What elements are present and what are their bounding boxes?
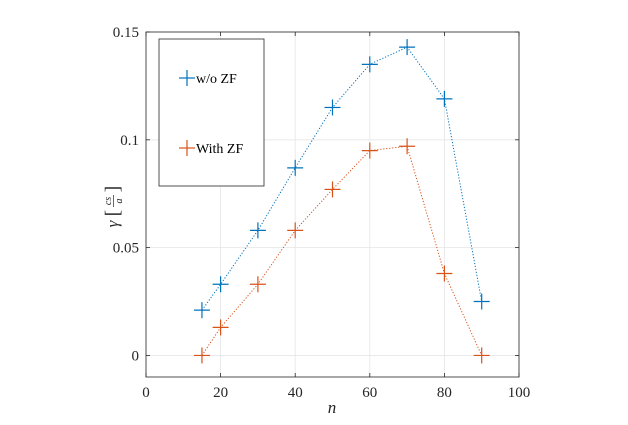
- data-point-w-o-zf: [436, 90, 453, 107]
- data-point-w-o-zf: [399, 39, 416, 56]
- y-axis-label-symbol: γ: [103, 219, 122, 227]
- data-point-with-zf: [249, 276, 266, 293]
- data-point-with-zf: [436, 265, 453, 282]
- legend-label-wo-zf: w/o ZF: [196, 72, 237, 87]
- series-line-w-o-zf: [201, 46, 483, 311]
- y-tick-label: 0.1: [120, 133, 139, 149]
- y-tick-label: 0: [132, 348, 140, 364]
- legend-label-with-zf: With ZF: [196, 142, 243, 157]
- series-with-zf: [193, 138, 490, 364]
- x-tick-label: 100: [508, 385, 531, 401]
- y-axis-label-denominator: a: [114, 199, 125, 204]
- data-point-w-o-zf: [193, 302, 210, 319]
- data-point-w-o-zf: [361, 56, 378, 73]
- data-point-with-zf: [473, 347, 490, 364]
- y-tick-label: 0.05: [113, 241, 139, 257]
- data-point-w-o-zf: [287, 159, 304, 176]
- series-w-o-zf: [193, 39, 490, 319]
- plot-frame: [145, 31, 520, 378]
- data-point-with-zf: [212, 319, 229, 336]
- legend-entry-with-zf: With ZF: [179, 140, 243, 157]
- y-axis-label-numerator: cs: [103, 197, 114, 205]
- data-point-with-zf: [324, 181, 341, 198]
- data-point-with-zf: [361, 142, 378, 159]
- x-tick-label: 80: [437, 385, 452, 401]
- y-axis-label: γ [ cs a ]: [102, 186, 125, 228]
- data-point-w-o-zf: [324, 99, 341, 116]
- y-axis-label-bracket-open: [: [102, 210, 124, 217]
- legend: w/o ZF With ZF: [158, 38, 265, 187]
- x-tick-label: 60: [362, 385, 377, 401]
- data-point-w-o-zf: [249, 222, 266, 239]
- data-point-with-zf: [193, 347, 210, 364]
- data-point-w-o-zf: [473, 293, 490, 310]
- legend-entry-wo-zf: w/o ZF: [179, 70, 237, 87]
- y-tick-label: 0.15: [113, 25, 139, 41]
- data-point-with-zf: [399, 138, 416, 155]
- x-tick-label: 40: [288, 385, 303, 401]
- x-axis-label: n: [328, 398, 337, 417]
- axis-ticks: 0 20 40 60 80 100 0 0.05 0.1 0.15: [113, 25, 531, 401]
- x-tick-label: 20: [213, 385, 228, 401]
- data-point-w-o-zf: [212, 276, 229, 293]
- data-point-with-zf: [287, 222, 304, 239]
- legend-box: [158, 38, 265, 187]
- x-tick-label: 0: [142, 385, 150, 401]
- series-layer: [193, 39, 490, 364]
- y-axis-label-bracket-close: ]: [102, 186, 124, 193]
